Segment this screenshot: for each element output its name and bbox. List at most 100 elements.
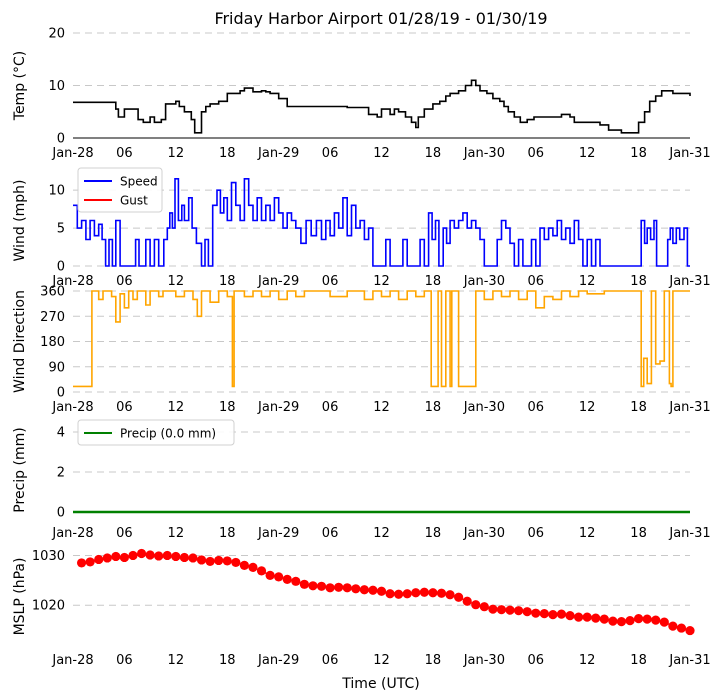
data-point — [102, 553, 112, 563]
x-tick-label: 12 — [373, 274, 390, 289]
x-tick-label: 06 — [527, 526, 544, 541]
data-point — [651, 615, 661, 625]
x-tick-label: 18 — [425, 653, 442, 668]
data-point — [676, 623, 687, 633]
data-point — [231, 557, 241, 568]
data-point — [299, 579, 309, 589]
panel-mslp: 1020 1030 Jan-28 06 12 18 Jan-29 06 12 18 Jan-30 06… — [12, 548, 711, 668]
x-tick-label: Jan-28 — [51, 526, 93, 541]
data-point — [471, 600, 481, 610]
data-point — [685, 625, 695, 636]
x-tick-label: 18 — [219, 653, 236, 668]
x-tick-label: 18 — [219, 274, 236, 289]
x-tick-label: 06 — [527, 653, 544, 668]
x-tick-label: 18 — [425, 526, 442, 541]
y-tick-label: 10 — [48, 79, 65, 94]
data-point — [334, 582, 344, 592]
x-tick-label: 18 — [219, 526, 236, 541]
y-tick-label: 0 — [57, 260, 65, 275]
x-tick-label: 18 — [425, 146, 442, 161]
data-point — [599, 614, 609, 624]
x-tick-label: 12 — [168, 274, 185, 289]
x-tick-label: 12 — [373, 400, 390, 415]
data-point — [85, 557, 95, 567]
data-point — [625, 616, 635, 626]
x-tick-label: 12 — [168, 146, 185, 161]
x-tick-label: 06 — [527, 274, 544, 289]
y-tick-label: 360 — [40, 285, 65, 300]
legend: Speed Gust — [77, 167, 163, 213]
series-line-temp — [73, 79, 691, 134]
x-tick-label: Jan-28 — [51, 653, 93, 668]
x-tick-label: 06 — [116, 146, 133, 161]
y-axis-label: Wind Direction — [12, 290, 28, 393]
data-point — [128, 550, 138, 561]
data-point — [531, 608, 541, 618]
legend-box — [77, 419, 235, 446]
x-tick-label: 12 — [168, 653, 185, 668]
data-point — [119, 552, 130, 563]
data-point — [479, 602, 489, 612]
data-point — [351, 584, 361, 594]
data-point — [256, 566, 267, 576]
legend: Precip (0.0 mm) — [77, 419, 235, 446]
data-point — [171, 551, 181, 562]
x-tick-label: 18 — [630, 274, 647, 289]
x-tick-label: Jan-30 — [463, 274, 505, 289]
y-tick-label: 0 — [57, 506, 65, 521]
data-point — [222, 556, 232, 566]
data-point — [316, 581, 327, 591]
x-tick-label: Jan-29 — [257, 274, 299, 289]
y-tick-label: 270 — [40, 310, 65, 325]
legend-label: Speed — [120, 175, 158, 189]
x-tick-label: 18 — [425, 400, 442, 415]
data-point — [573, 612, 584, 622]
data-point — [411, 588, 421, 598]
y-tick-label: 5 — [57, 222, 65, 237]
x-tick-label: 18 — [425, 274, 442, 289]
x-tick-label: Jan-29 — [257, 653, 299, 668]
y-tick-label: 2 — [57, 466, 65, 481]
data-point — [539, 609, 549, 619]
panel-temperature: 0 10 20 Jan-28 06 12 18 Jan-29 06 12 18 Jan-30 06 12 1… — [12, 27, 711, 162]
y-tick-label: 180 — [40, 335, 65, 350]
y-axis-label: Wind (mph) — [12, 180, 28, 262]
x-tick-label: 06 — [322, 274, 339, 289]
x-tick-label: 12 — [579, 146, 596, 161]
data-point — [94, 554, 104, 565]
x-tick-label: Jan-28 — [51, 400, 93, 415]
y-axis-label: MSLP (hPa) — [12, 558, 28, 636]
y-tick-label: 0 — [57, 386, 65, 401]
x-tick-label: 06 — [322, 526, 339, 541]
data-point — [145, 550, 155, 560]
data-point — [462, 596, 472, 606]
data-point — [428, 588, 438, 598]
y-tick-label: 0 — [57, 132, 65, 147]
x-tick-label: Jan-28 — [51, 274, 93, 289]
x-tick-label: 12 — [579, 526, 596, 541]
data-point — [556, 609, 567, 619]
data-point — [342, 583, 352, 593]
x-tick-label: 12 — [373, 526, 390, 541]
data-point — [454, 592, 464, 602]
x-tick-label: 06 — [116, 653, 133, 668]
series-line-speed — [73, 178, 690, 267]
x-tick-label: Jan-31 — [668, 146, 710, 161]
y-tick-label: 10 — [48, 184, 65, 199]
data-point — [591, 613, 601, 623]
x-tick-label: Jan-30 — [463, 526, 505, 541]
data-point — [642, 614, 652, 624]
x-tick-label: Jan-31 — [668, 400, 710, 415]
x-tick-label: 12 — [168, 400, 185, 415]
x-tick-label: 06 — [116, 400, 133, 415]
data-point — [582, 612, 592, 622]
x-tick-label: 18 — [630, 400, 647, 415]
y-axis-label: Temp (°C) — [12, 51, 28, 121]
data-point — [505, 605, 515, 615]
x-tick-label: 06 — [527, 400, 544, 415]
data-point — [214, 555, 224, 566]
y-tick-label: 20 — [48, 27, 65, 42]
x-axis-label: Time (UTC) — [341, 676, 419, 692]
